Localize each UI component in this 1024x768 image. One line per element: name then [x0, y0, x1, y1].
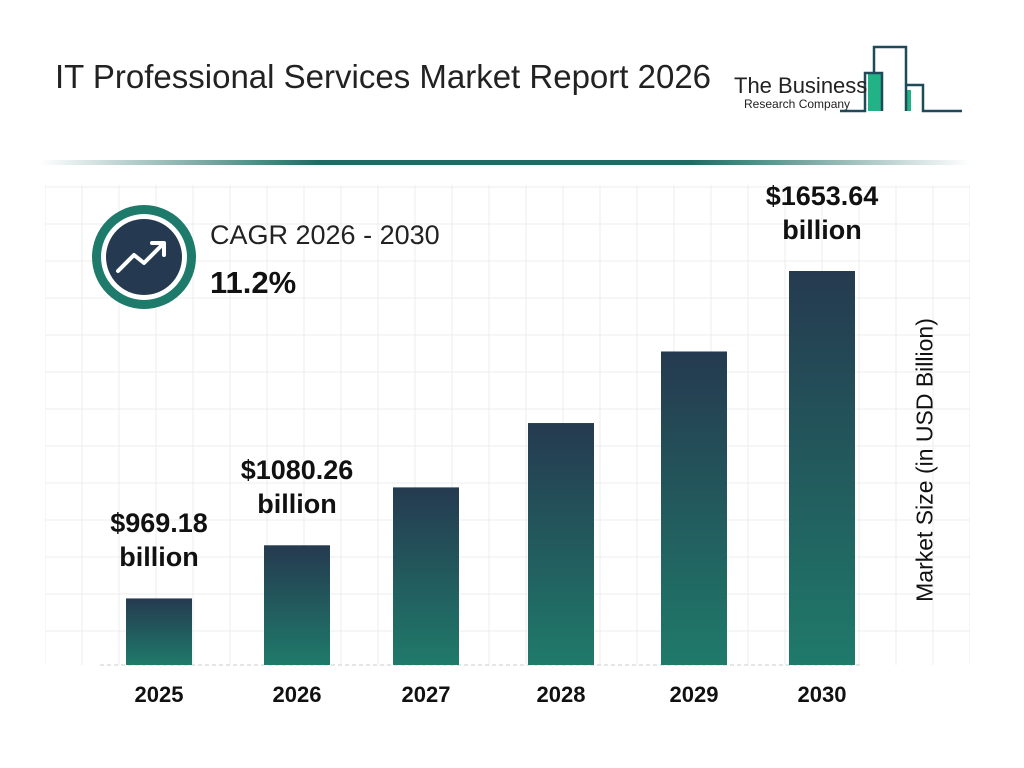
x-tick-label: 2029	[669, 682, 719, 707]
logo: The Business Research Company	[730, 45, 965, 125]
trending-up-icon	[116, 241, 166, 273]
page-title: IT Professional Services Market Report 2…	[55, 58, 712, 95]
x-tick-label: 2030	[797, 682, 847, 707]
cagr-value: 11.2%	[210, 265, 297, 300]
logo-text-main: The Business	[734, 73, 868, 98]
data-label: $969.18 billion	[110, 508, 208, 573]
x-tick-label: 2027	[401, 682, 451, 707]
y-axis-label: Market Size (in USD Billion)	[911, 318, 938, 602]
cagr-label: CAGR 2026 - 2030	[210, 220, 440, 250]
bar-2027	[393, 487, 459, 665]
bar-2025	[126, 598, 192, 665]
bar-2026	[264, 545, 330, 665]
x-tick-label: 2028	[536, 682, 586, 707]
divider	[40, 160, 970, 165]
cagr-badge	[92, 205, 196, 309]
bar-2028	[528, 423, 594, 665]
x-tick-label: 2026	[272, 682, 322, 707]
bar-2030	[789, 271, 855, 665]
bar-2029	[661, 351, 727, 665]
x-tick-label: 2025	[134, 682, 184, 707]
logo-text-sub: Research Company	[744, 97, 851, 111]
data-label: $1653.64 billion	[765, 181, 879, 245]
logo-buildings-icon	[840, 45, 962, 113]
data-label: $1080.26 billion	[240, 455, 354, 520]
